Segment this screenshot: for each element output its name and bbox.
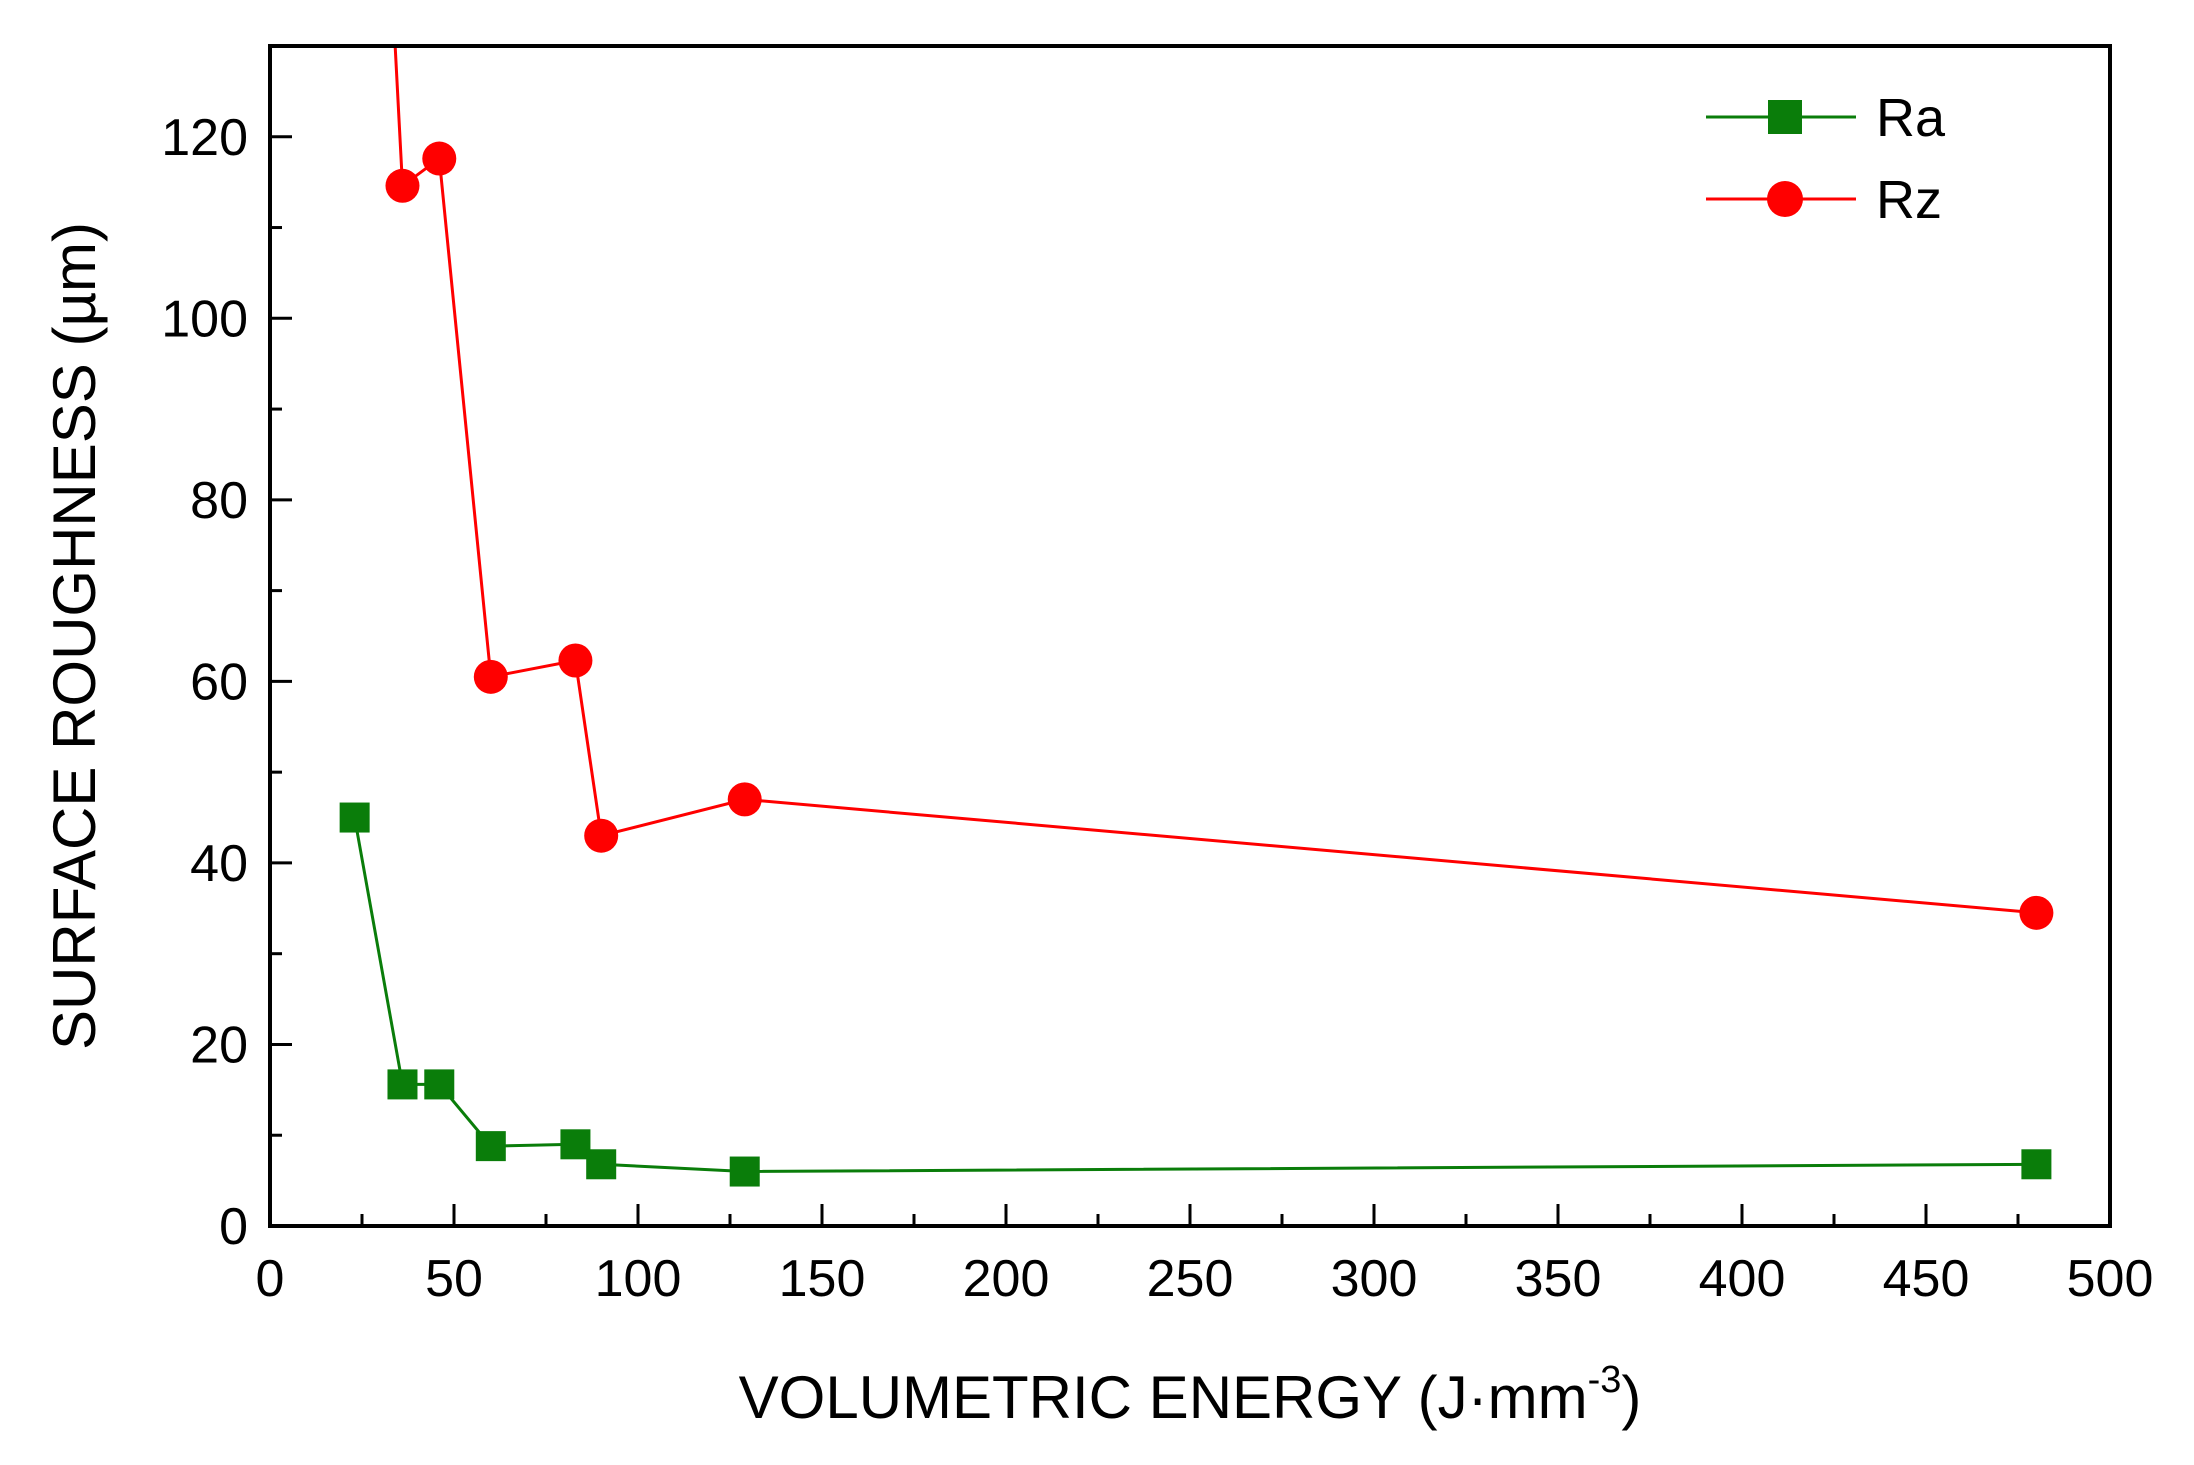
legend-marker-rz xyxy=(1767,181,1803,217)
legend: Ra Rz xyxy=(1706,88,1946,230)
data-point-rz xyxy=(422,141,457,176)
data-point-rz xyxy=(584,818,619,853)
x-tick-label: 500 xyxy=(2067,1250,2154,1308)
data-point-rz xyxy=(385,168,420,203)
x-tick-label: 300 xyxy=(1331,1250,1418,1308)
data-point-rz xyxy=(727,782,762,817)
x-axis-label: VOLUMETRIC ENERGY (J·mm-3) xyxy=(739,1359,1642,1431)
x-axis-label-end: ) xyxy=(1621,1364,1641,1431)
y-tick-label: 100 xyxy=(161,290,248,348)
data-point-rz xyxy=(473,659,508,694)
x-tick-label: 200 xyxy=(963,1250,1050,1308)
data-point-ra xyxy=(586,1149,617,1180)
x-tick-label: 100 xyxy=(595,1250,682,1308)
y-tick-label: 20 xyxy=(190,1016,248,1074)
ticks-layer: 0 50 100 150 200 250 300 350 400 450 500 0 20 40 60 80 1… xyxy=(161,44,2154,1308)
data-point-rz xyxy=(558,643,593,678)
x-tick-label: 350 xyxy=(1515,1250,1602,1308)
x-tick-label: 0 xyxy=(256,1250,285,1308)
data-point-ra xyxy=(2021,1149,2052,1180)
data-point-ra xyxy=(729,1156,760,1187)
x-tick-label: 450 xyxy=(1883,1250,1970,1308)
data-point-rz xyxy=(2019,895,2054,930)
data-point-ra xyxy=(560,1129,591,1160)
plot-frame xyxy=(268,44,2112,1228)
y-tick-label: 60 xyxy=(190,653,248,711)
y-tick-label: 40 xyxy=(190,835,248,893)
legend-marker-ra xyxy=(1768,100,1802,134)
x-axis-label-superscript: -3 xyxy=(1588,1359,1622,1401)
y-tick-label: 0 xyxy=(219,1198,248,1256)
y-tick-label: 80 xyxy=(190,472,248,530)
legend-label-rz: Rz xyxy=(1876,170,1942,230)
x-tick-label: 150 xyxy=(779,1250,866,1308)
data-point-ra xyxy=(387,1069,418,1100)
data-point-ra xyxy=(339,802,370,833)
x-axis-label-main: VOLUMETRIC ENERGY (J·mm xyxy=(739,1364,1588,1431)
x-tick-label: 50 xyxy=(425,1250,483,1308)
data-point-ra xyxy=(424,1069,455,1100)
data-point-ra xyxy=(475,1131,506,1162)
legend-label-ra: Ra xyxy=(1876,88,1946,148)
y-axis-label: SURFACE ROUGHNESS (µm) xyxy=(41,222,108,1050)
y-tick-label: 120 xyxy=(161,109,248,167)
series-layer xyxy=(339,46,2054,1187)
x-tick-label: 250 xyxy=(1147,1250,1234,1308)
x-tick-label: 400 xyxy=(1699,1250,1786,1308)
